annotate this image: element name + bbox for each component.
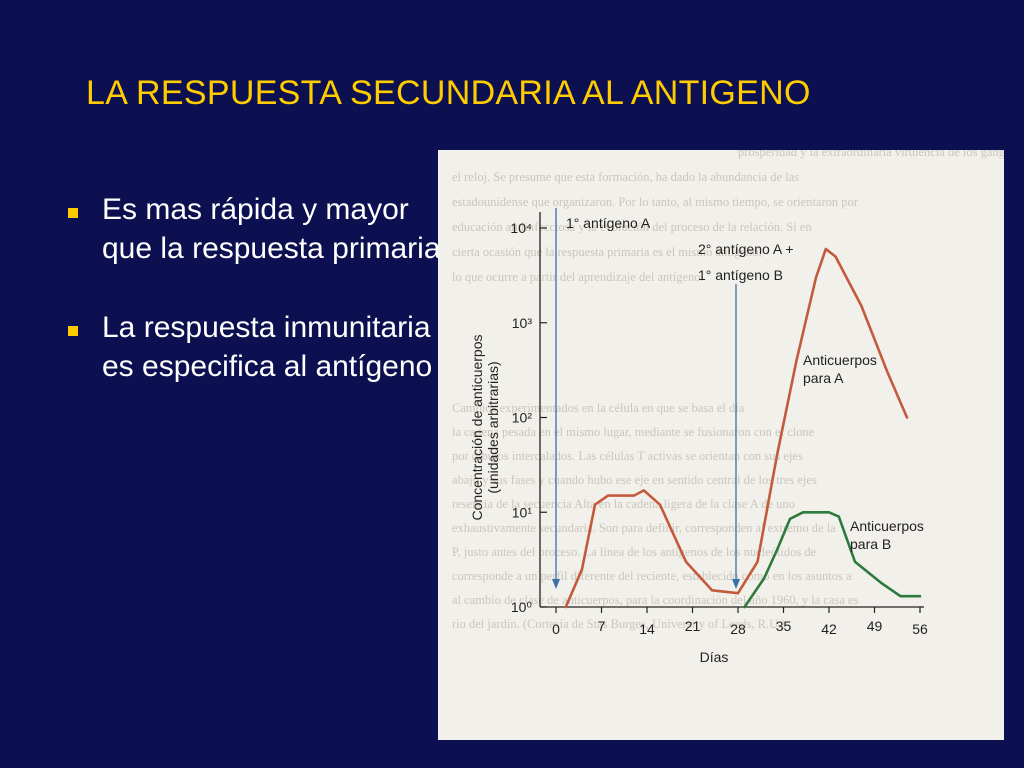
x-tick-label: 28 bbox=[730, 621, 746, 637]
x-tick-label: 21 bbox=[685, 618, 701, 634]
series-line-antibodies-b bbox=[743, 510, 922, 609]
background-text-line: la cadena pesada en el mismo lugar, medi… bbox=[452, 425, 815, 439]
background-text-line: resencia de la secuencia Alta en la cade… bbox=[452, 497, 795, 511]
primary-injection-arrow-head bbox=[552, 579, 560, 589]
bullet-text: La respuesta inmunitaria es especifica a… bbox=[102, 311, 433, 383]
x-tick-label: 49 bbox=[867, 618, 883, 634]
annotation-secondary: 2° antígeno A + bbox=[698, 241, 794, 257]
y-axis-label-units: (unidades arbitrarias) bbox=[485, 361, 501, 493]
bullet-list: Es mas rápida y mayor que la respuesta p… bbox=[66, 190, 446, 426]
background-text-line: corresponde a un perfil diferente del re… bbox=[452, 569, 852, 583]
x-tick-label: 0 bbox=[552, 621, 560, 637]
background-text-line: el reloj. Se presume que esta formación,… bbox=[452, 170, 799, 184]
y-axis-label-group: Concentración de anticuerpos (unidades ar… bbox=[469, 334, 501, 520]
background-text-group: prosperidad y la extraordinaria virulenc… bbox=[452, 150, 1004, 631]
series-label: para A bbox=[803, 370, 844, 386]
bullet-text: Es mas rápida y mayor que la respuesta p… bbox=[102, 193, 441, 265]
secondary-injection-arrow-head bbox=[732, 579, 740, 589]
square-bullet-icon bbox=[68, 326, 78, 336]
y-tick-label: 10⁴ bbox=[510, 220, 532, 236]
bullet-item: Es mas rápida y mayor que la respuesta p… bbox=[66, 190, 446, 268]
x-tick-label: 42 bbox=[821, 621, 837, 637]
background-text-line: lo que ocurre a partir del aprendizaje d… bbox=[452, 270, 704, 284]
slide-title: LA RESPUESTA SECUNDARIA AL ANTIGENO bbox=[86, 74, 811, 112]
y-tick-label: 10² bbox=[512, 410, 533, 426]
series-line-antibodies-a bbox=[564, 247, 909, 609]
background-text-line: Cambios experimentados en la célula en q… bbox=[452, 401, 745, 415]
background-text-line: prosperidad y la extraordinaria virulenc… bbox=[738, 150, 1004, 159]
y-tick-label: 10¹ bbox=[512, 504, 533, 520]
annotation-primary: 1° antígeno A bbox=[566, 215, 651, 231]
x-tick-label: 56 bbox=[912, 621, 928, 637]
y-tick-label: 10⁰ bbox=[511, 599, 533, 615]
x-tick-label: 35 bbox=[776, 618, 792, 634]
y-tick-label: 10³ bbox=[512, 315, 533, 331]
x-tick-label: 7 bbox=[598, 618, 606, 634]
antibody-response-chart: prosperidad y la extraordinaria virulenc… bbox=[452, 150, 1004, 665]
background-text-line: al cambio de clase de anticuerpos, para … bbox=[452, 593, 859, 607]
x-axis-label: Días bbox=[700, 649, 729, 665]
square-bullet-icon bbox=[68, 208, 78, 218]
figure-image: prosperidad y la extraordinaria virulenc… bbox=[438, 150, 1004, 740]
y-axis-label: Concentración de anticuerpos bbox=[469, 334, 485, 520]
background-text-line: estadounidense que organizaron. Por lo t… bbox=[452, 195, 859, 209]
background-text-line: educación antiinfecciosa y la evolución … bbox=[452, 220, 812, 234]
series-label: para B bbox=[850, 536, 891, 552]
series-label: Anticuerpos bbox=[850, 518, 924, 534]
bullet-item: La respuesta inmunitaria es especifica a… bbox=[66, 308, 446, 386]
background-text-line: P, justo antes del proceso. La línea de … bbox=[452, 545, 817, 559]
background-text-line: abajo y sus fases y cuando hubo ese eje … bbox=[452, 473, 817, 487]
background-text-line: por dibujos intercalados. Las células T … bbox=[452, 449, 803, 463]
annotation-secondary-b: 1° antígeno B bbox=[698, 267, 783, 283]
background-text-line: rio del jardín. (Cortesía de Stas Burges… bbox=[452, 617, 785, 631]
x-tick-label: 14 bbox=[639, 621, 655, 637]
background-text-line: cierta ocasión que la respuesta primaria… bbox=[452, 245, 762, 259]
background-text-line: exhaustivamente secundaria. Son para def… bbox=[452, 521, 836, 535]
series-label: Anticuerpos bbox=[803, 352, 877, 368]
